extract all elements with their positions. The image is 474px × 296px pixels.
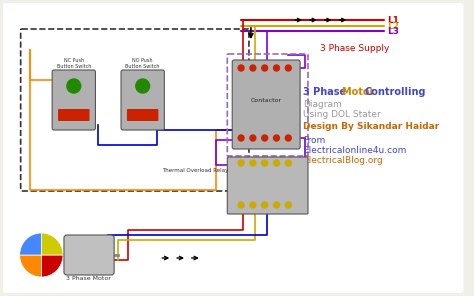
Circle shape xyxy=(273,65,280,71)
Circle shape xyxy=(285,65,291,71)
Circle shape xyxy=(238,65,244,71)
FancyBboxPatch shape xyxy=(127,109,158,121)
Text: Using DOL Stater: Using DOL Stater xyxy=(303,110,381,119)
Circle shape xyxy=(273,135,280,141)
Circle shape xyxy=(67,79,81,93)
Text: Thermal Overload Relay: Thermal Overload Relay xyxy=(162,168,228,173)
Circle shape xyxy=(262,135,268,141)
Text: NC Push: NC Push xyxy=(64,58,84,63)
Text: Controlling: Controlling xyxy=(364,87,426,97)
FancyBboxPatch shape xyxy=(228,157,308,214)
Circle shape xyxy=(262,65,268,71)
Text: Diagram: Diagram xyxy=(303,100,342,109)
Wedge shape xyxy=(41,255,63,277)
Circle shape xyxy=(250,160,256,166)
Circle shape xyxy=(285,202,291,208)
Text: NO Push: NO Push xyxy=(132,58,153,63)
Text: 3 Phase Motor: 3 Phase Motor xyxy=(66,276,111,281)
Circle shape xyxy=(262,160,268,166)
Text: ElectricalBlog.org: ElectricalBlog.org xyxy=(303,156,383,165)
Circle shape xyxy=(238,202,244,208)
Text: 3 Phase: 3 Phase xyxy=(303,87,349,97)
Circle shape xyxy=(273,160,280,166)
Text: Electricalonline4u.com: Electricalonline4u.com xyxy=(303,146,406,155)
Wedge shape xyxy=(20,255,41,277)
Wedge shape xyxy=(20,233,41,255)
Circle shape xyxy=(250,65,256,71)
Text: Motor: Motor xyxy=(342,87,378,97)
Circle shape xyxy=(285,160,291,166)
Text: 3 Phase Supply: 3 Phase Supply xyxy=(319,44,389,52)
Circle shape xyxy=(238,160,244,166)
FancyBboxPatch shape xyxy=(232,60,300,149)
Circle shape xyxy=(136,79,150,93)
Circle shape xyxy=(250,135,256,141)
Text: Design By Sikandar Haidar: Design By Sikandar Haidar xyxy=(303,122,439,131)
FancyBboxPatch shape xyxy=(58,109,90,121)
Text: Button Switch: Button Switch xyxy=(126,64,160,69)
Text: Button Switch: Button Switch xyxy=(56,64,91,69)
Circle shape xyxy=(285,135,291,141)
Text: L3: L3 xyxy=(387,27,399,36)
Text: L2: L2 xyxy=(387,22,399,30)
FancyBboxPatch shape xyxy=(3,3,464,293)
Text: Contactor: Contactor xyxy=(251,97,282,102)
Text: From: From xyxy=(303,136,325,145)
FancyBboxPatch shape xyxy=(64,235,114,275)
Circle shape xyxy=(250,202,256,208)
Circle shape xyxy=(238,135,244,141)
Text: L1: L1 xyxy=(387,15,399,25)
Wedge shape xyxy=(41,233,63,255)
Circle shape xyxy=(262,202,268,208)
FancyBboxPatch shape xyxy=(52,70,95,130)
Circle shape xyxy=(273,202,280,208)
FancyBboxPatch shape xyxy=(121,70,164,130)
